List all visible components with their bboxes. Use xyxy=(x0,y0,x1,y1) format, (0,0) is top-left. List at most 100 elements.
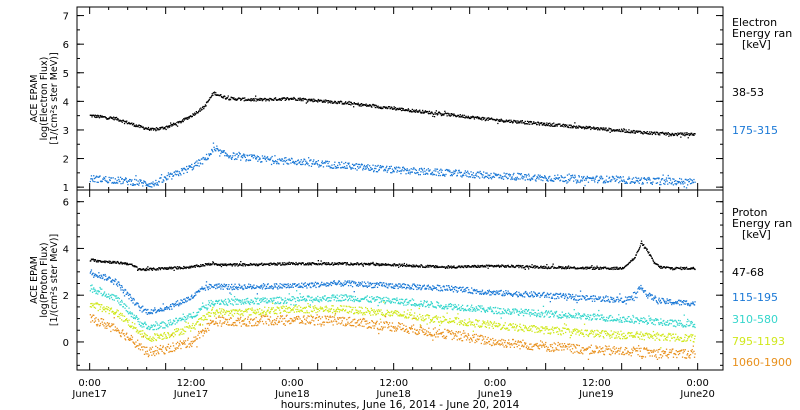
data-point xyxy=(473,290,475,292)
data-point xyxy=(561,125,563,127)
data-point xyxy=(563,177,565,179)
data-point xyxy=(152,127,154,130)
data-point xyxy=(188,166,191,168)
data-point xyxy=(522,265,524,267)
data-point xyxy=(207,264,209,266)
data-point xyxy=(624,182,627,184)
data-point xyxy=(426,266,428,268)
data-point xyxy=(589,126,591,129)
data-point xyxy=(361,103,363,105)
data-point xyxy=(375,282,377,285)
data-point xyxy=(442,173,444,175)
data-point xyxy=(316,100,318,102)
data-point xyxy=(570,125,572,127)
data-point xyxy=(643,131,645,133)
data-point xyxy=(202,163,204,165)
data-point xyxy=(598,296,600,298)
data-point xyxy=(369,263,371,265)
data-point xyxy=(190,315,192,317)
data-point xyxy=(459,115,461,118)
data-point xyxy=(664,301,666,304)
data-point xyxy=(229,300,231,302)
data-point xyxy=(203,305,205,307)
data-point xyxy=(408,265,410,267)
data-point xyxy=(310,282,313,284)
data-point xyxy=(163,308,166,310)
data-point xyxy=(159,309,161,311)
data-point xyxy=(542,267,545,269)
data-point xyxy=(240,159,242,161)
data-point xyxy=(647,297,649,299)
data-point xyxy=(613,266,615,268)
data-point xyxy=(589,297,591,299)
data-point xyxy=(316,298,318,300)
data-point xyxy=(675,301,677,303)
data-point xyxy=(111,117,114,119)
data-point xyxy=(278,263,280,265)
data-point xyxy=(331,164,333,166)
data-point xyxy=(237,288,239,291)
data-point xyxy=(186,116,188,119)
data-point xyxy=(371,296,373,298)
data-point xyxy=(435,170,437,172)
data-point xyxy=(562,294,564,296)
data-point xyxy=(538,178,540,180)
data-point xyxy=(233,285,235,287)
data-point xyxy=(349,103,351,105)
data-point xyxy=(594,268,596,270)
data-point xyxy=(529,179,531,182)
data-point xyxy=(479,265,481,267)
data-point xyxy=(170,122,172,124)
data-point xyxy=(123,179,125,181)
data-point xyxy=(326,100,329,102)
data-point xyxy=(322,162,324,165)
data-point xyxy=(156,182,158,184)
data-point xyxy=(235,303,237,305)
data-point xyxy=(459,114,461,116)
data-point xyxy=(504,121,506,123)
data-point xyxy=(212,303,215,306)
data-point xyxy=(136,266,138,268)
data-point xyxy=(341,283,343,286)
data-point xyxy=(358,283,360,285)
data-point xyxy=(563,294,565,296)
data-point xyxy=(145,324,147,326)
data-point xyxy=(526,123,528,125)
data-point xyxy=(166,325,168,327)
data-point xyxy=(433,173,436,176)
data-point xyxy=(627,263,629,265)
data-point xyxy=(672,178,674,180)
data-point xyxy=(123,295,126,297)
data-point xyxy=(402,109,404,111)
data-point xyxy=(566,296,569,299)
data-point xyxy=(681,180,683,183)
data-point xyxy=(224,263,226,265)
data-point xyxy=(179,121,181,123)
data-point xyxy=(138,182,140,184)
data-point xyxy=(371,168,374,170)
data-point xyxy=(201,265,203,267)
data-point xyxy=(488,289,490,291)
data-point xyxy=(211,148,213,151)
data-point xyxy=(427,111,429,113)
data-point xyxy=(243,301,245,303)
data-point xyxy=(694,133,696,135)
data-point xyxy=(637,250,639,252)
data-point xyxy=(220,265,223,268)
data-point xyxy=(197,290,199,293)
data-point xyxy=(123,120,125,122)
data-point xyxy=(551,123,554,125)
data-point xyxy=(222,97,224,99)
data-point xyxy=(205,307,208,309)
data-point xyxy=(371,287,373,289)
data-point xyxy=(428,170,431,172)
data-point xyxy=(193,165,195,168)
data-point xyxy=(105,275,107,277)
data-point xyxy=(531,177,533,179)
data-point xyxy=(103,176,105,179)
data-point xyxy=(607,296,609,298)
data-point xyxy=(285,157,287,159)
data-point xyxy=(115,116,118,119)
data-point xyxy=(431,172,433,174)
data-point xyxy=(490,172,492,175)
